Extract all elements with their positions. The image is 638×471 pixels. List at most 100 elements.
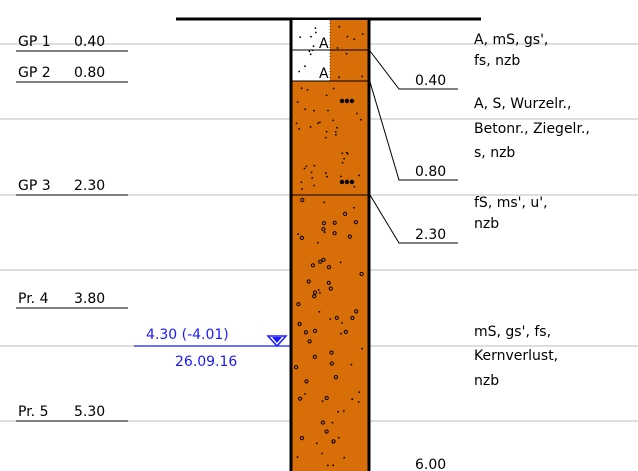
groundwater-date: 26.09.16 <box>175 354 237 370</box>
sample-1-label: GP 1 <box>18 34 51 50</box>
pattern-dot <box>359 271 364 277</box>
pattern-dot <box>314 27 317 29</box>
pattern-dot <box>296 302 301 307</box>
pattern-dot <box>310 171 313 174</box>
pattern-dot <box>354 309 359 314</box>
pattern-dot <box>351 398 354 401</box>
pattern-dot <box>339 261 342 264</box>
pattern-dot <box>328 286 333 291</box>
pattern-dot <box>301 188 303 190</box>
pattern-dot <box>360 118 362 121</box>
sample-5-label: Pr. 5 <box>18 404 48 420</box>
pattern-dot <box>338 76 340 79</box>
pattern-dot <box>324 172 327 175</box>
pattern-dot <box>313 109 315 112</box>
pattern-dot <box>321 400 324 403</box>
layer-symbol-2: A <box>319 66 329 82</box>
pattern-dot <box>309 126 312 128</box>
desc-2-line-2: Betonr., Ziegelr., <box>474 121 590 137</box>
layer-2-fill <box>292 81 368 195</box>
pattern-dot <box>334 315 339 320</box>
layer-bottom-4: 6.00 <box>415 457 446 471</box>
pattern-dot <box>346 153 349 155</box>
pattern-dot <box>303 330 308 335</box>
pattern-dot <box>299 235 304 240</box>
pattern-dot <box>343 157 345 160</box>
sample-2-label: GP 2 <box>18 65 51 81</box>
groundwater-marker: 4.30 (-4.01) 26.09.16 <box>134 327 290 370</box>
groundwater-level: 4.30 (-4.01) <box>146 327 229 343</box>
pattern-dot <box>341 161 344 164</box>
pattern-dot <box>321 452 323 455</box>
pattern-dot <box>298 70 301 73</box>
pattern-dot <box>317 289 320 291</box>
pattern-dot <box>357 401 360 403</box>
pattern-dot <box>296 456 299 458</box>
pattern-dot <box>353 38 356 41</box>
pattern-dot <box>295 122 298 125</box>
pattern-dot <box>344 179 350 185</box>
pattern-dot <box>335 133 337 136</box>
pattern-dot <box>323 231 326 234</box>
pattern-dot <box>338 25 341 28</box>
sample-5-depth: 5.30 <box>74 404 105 420</box>
pattern-dot <box>358 391 361 393</box>
pattern-dot <box>345 151 348 154</box>
sample-4-depth: 3.80 <box>74 291 105 307</box>
pattern-dot <box>311 177 314 179</box>
layer-bottom-1: 0.40 <box>415 73 446 89</box>
pattern-dot <box>332 220 337 225</box>
pattern-dot <box>315 442 318 445</box>
pattern-dot <box>349 98 355 104</box>
layer-bottom-2: 0.80 <box>415 164 446 180</box>
pattern-dot <box>349 179 355 185</box>
pattern-dot <box>298 127 301 130</box>
layer-3-fill <box>292 195 368 471</box>
pattern-dot <box>321 221 327 226</box>
pattern-dot <box>299 436 304 441</box>
pattern-dot <box>314 31 317 34</box>
pattern-dot <box>312 328 318 333</box>
pattern-dot <box>343 211 348 216</box>
borehole-column: A A <box>289 19 371 471</box>
pattern-dot <box>339 98 345 104</box>
pattern-dot <box>361 347 363 350</box>
pattern-dot <box>329 350 334 355</box>
pattern-dot <box>319 121 321 124</box>
pattern-dot <box>297 321 302 327</box>
pattern-dot <box>343 456 346 459</box>
pattern-dot <box>337 436 340 439</box>
pattern-dot <box>324 136 327 139</box>
pattern-dot <box>297 233 300 236</box>
pattern-dot <box>332 231 337 236</box>
pattern-dot <box>310 263 315 268</box>
pattern-dot <box>308 50 311 53</box>
pattern-dot <box>304 379 309 384</box>
layer-descriptions: A, mS, gs', fs, nzb A, S, Wurzelr., Beto… <box>474 32 590 389</box>
pattern-dot <box>306 89 309 91</box>
pattern-dot <box>310 35 312 38</box>
pattern-dot <box>307 339 312 344</box>
pattern-dot <box>337 410 339 413</box>
pattern-dot <box>313 164 316 167</box>
pattern-dot <box>324 395 329 401</box>
pattern-dot <box>317 122 319 125</box>
pattern-dot <box>298 396 303 401</box>
pattern-dot <box>361 33 364 36</box>
pattern-dot <box>319 292 321 294</box>
pattern-dot <box>321 257 326 262</box>
pattern-dot <box>356 112 358 115</box>
pattern-dot <box>321 227 326 232</box>
desc-4-line-1: mS, gs', fs, <box>474 324 551 340</box>
pattern-dot <box>305 165 308 168</box>
pattern-dot <box>324 429 329 434</box>
pattern-dot <box>342 410 345 412</box>
pattern-dot <box>304 393 306 395</box>
pattern-dot <box>336 47 339 49</box>
sample-1-depth: 0.40 <box>74 34 105 50</box>
pattern-dot <box>341 152 344 155</box>
pattern-dot <box>312 290 318 295</box>
pattern-dot <box>344 98 350 104</box>
pattern-dot <box>318 310 321 313</box>
